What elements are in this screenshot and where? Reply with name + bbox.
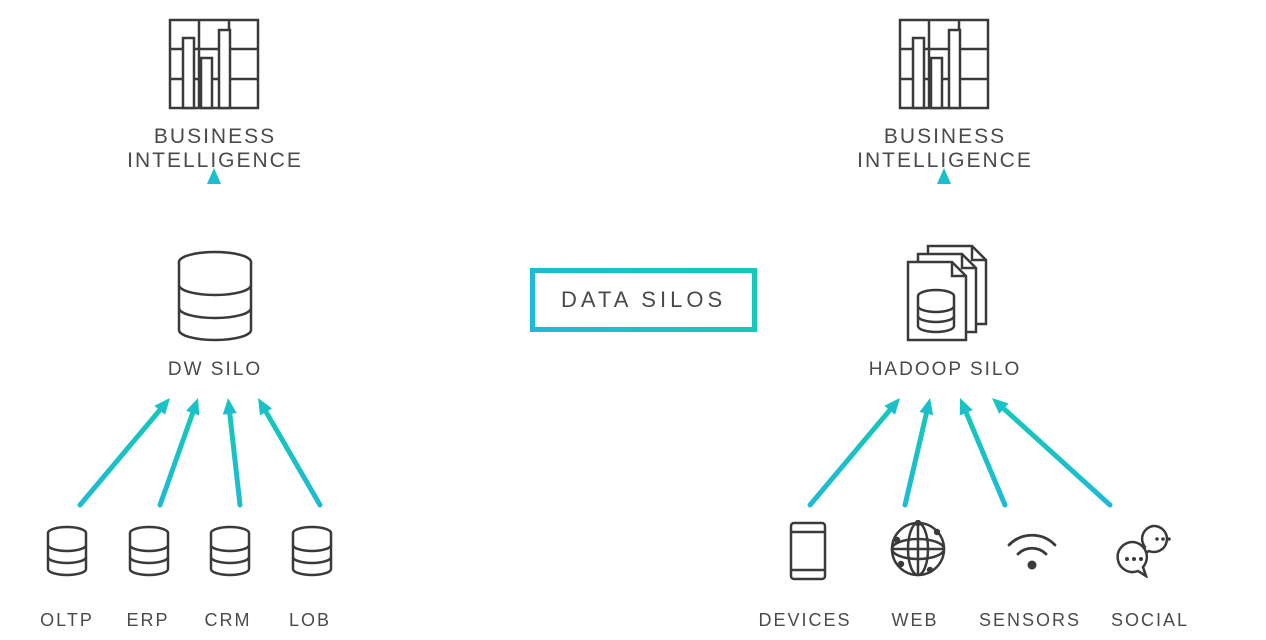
diagram-canvas: BUSINESS INTELLIGENCE DW SILO OLTP ERP <box>0 0 1266 640</box>
bi-title-right: BUSINESS INTELLIGENCE <box>800 125 1090 173</box>
data-silos-box: DATA SILOS <box>530 268 757 332</box>
small-db-icon <box>127 525 171 582</box>
source-label-social: SOCIAL <box>1100 610 1200 631</box>
source-label-erp: ERP <box>118 610 178 631</box>
small-db-icon <box>208 525 252 582</box>
source-label-crm: CRM <box>198 610 258 631</box>
hadoop-silo-label: HADOOP SILO <box>860 359 1030 381</box>
small-db-icon <box>45 525 89 582</box>
chat-icon <box>1115 522 1179 583</box>
files-db-icon <box>900 244 992 349</box>
bi-chart-icon <box>168 18 260 115</box>
source-label-web: WEB <box>880 610 950 631</box>
small-db-icon <box>290 525 334 582</box>
source-label-oltp: OLTP <box>32 610 102 631</box>
bi-title-left: BUSINESS INTELLIGENCE <box>70 125 360 173</box>
bi-chart-icon <box>898 18 990 115</box>
database-icon <box>175 250 255 347</box>
source-label-devices: DEVICES <box>755 610 855 631</box>
source-label-sensors: SENSORS <box>975 610 1085 631</box>
dw-silo-label: DW SILO <box>145 359 285 381</box>
data-silos-text: DATA SILOS <box>561 287 726 312</box>
wifi-icon <box>1003 525 1061 578</box>
device-icon <box>788 520 828 587</box>
globe-icon <box>889 520 947 583</box>
source-label-lob: LOB <box>280 610 340 631</box>
